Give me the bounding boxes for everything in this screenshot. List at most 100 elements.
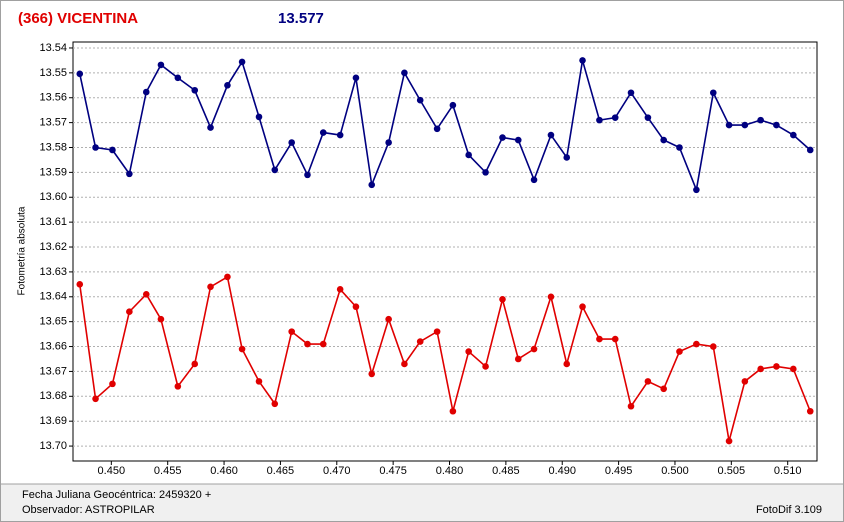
point bbox=[741, 378, 749, 385]
point bbox=[482, 363, 489, 370]
point bbox=[757, 365, 764, 373]
point bbox=[790, 365, 797, 373]
point bbox=[449, 101, 457, 109]
point bbox=[142, 290, 150, 298]
point bbox=[255, 113, 263, 121]
point bbox=[660, 136, 667, 144]
observer: Observador: ASTROPILAR bbox=[22, 504, 155, 516]
point bbox=[126, 308, 133, 316]
point bbox=[611, 114, 619, 121]
point bbox=[385, 315, 392, 323]
point bbox=[433, 125, 441, 133]
x-tick-label: 0.450 bbox=[98, 465, 126, 477]
y-tick-label: 13.66 bbox=[39, 340, 67, 352]
point bbox=[319, 340, 327, 348]
point bbox=[627, 89, 635, 97]
point bbox=[238, 58, 246, 66]
point bbox=[530, 345, 538, 353]
y-tick-label: 13.61 bbox=[39, 216, 67, 228]
point bbox=[579, 303, 586, 311]
point bbox=[304, 340, 311, 348]
point bbox=[627, 402, 635, 410]
point bbox=[693, 340, 700, 348]
point bbox=[676, 348, 683, 355]
point bbox=[596, 116, 603, 124]
y-tick-label: 13.62 bbox=[39, 241, 67, 253]
point bbox=[142, 88, 150, 96]
point bbox=[725, 121, 733, 129]
y-tick-label: 13.64 bbox=[39, 291, 67, 303]
y-tick-label: 13.56 bbox=[39, 92, 67, 104]
point bbox=[514, 136, 522, 144]
y-tick-label: 13.70 bbox=[39, 440, 67, 452]
point bbox=[191, 86, 199, 94]
point bbox=[304, 171, 311, 179]
point bbox=[563, 154, 571, 161]
point bbox=[352, 303, 360, 311]
point bbox=[288, 328, 295, 335]
y-tick-label: 13.63 bbox=[39, 266, 67, 278]
point bbox=[465, 151, 472, 159]
y-tick-label: 13.59 bbox=[39, 166, 67, 178]
point bbox=[174, 74, 182, 82]
point bbox=[174, 383, 182, 390]
y-tick-label: 13.55 bbox=[39, 67, 67, 79]
point bbox=[76, 70, 84, 78]
point bbox=[547, 293, 555, 301]
plot-area bbox=[72, 41, 818, 462]
point bbox=[76, 281, 84, 288]
point bbox=[416, 96, 424, 104]
point bbox=[530, 176, 538, 184]
point bbox=[709, 343, 717, 350]
point bbox=[255, 378, 263, 385]
x-tick-label: 0.500 bbox=[661, 465, 689, 477]
point bbox=[126, 170, 133, 178]
point bbox=[563, 360, 571, 368]
point bbox=[806, 407, 814, 415]
point bbox=[433, 328, 441, 335]
y-tick-label: 13.69 bbox=[39, 415, 67, 427]
y-tick-label: 13.65 bbox=[39, 316, 67, 328]
x-tick-label: 0.485 bbox=[492, 465, 520, 477]
point bbox=[224, 81, 231, 89]
y-tick-label: 13.57 bbox=[39, 117, 67, 129]
point bbox=[92, 395, 99, 403]
point bbox=[579, 57, 586, 64]
x-tick-label: 0.480 bbox=[436, 465, 464, 477]
x-tick-label: 0.465 bbox=[267, 465, 295, 477]
point bbox=[547, 131, 555, 139]
point bbox=[368, 181, 376, 189]
point bbox=[336, 286, 344, 293]
point bbox=[109, 146, 116, 154]
point bbox=[757, 116, 764, 124]
y-tick-label: 13.58 bbox=[39, 141, 67, 153]
series-line bbox=[78, 275, 811, 442]
x-tick-label: 0.475 bbox=[379, 465, 407, 477]
point bbox=[288, 139, 295, 146]
point bbox=[157, 315, 165, 323]
chart-title: (366) VICENTINA bbox=[18, 10, 138, 27]
point bbox=[416, 338, 424, 345]
point bbox=[207, 124, 214, 131]
point bbox=[644, 378, 652, 385]
software: FotoDif 3.109 bbox=[756, 504, 822, 516]
point bbox=[693, 186, 700, 194]
point bbox=[514, 355, 522, 363]
point bbox=[644, 114, 652, 121]
point bbox=[773, 363, 780, 370]
point bbox=[741, 121, 749, 129]
x-tick-label: 0.505 bbox=[718, 465, 746, 477]
point bbox=[499, 295, 506, 303]
point bbox=[790, 131, 797, 139]
point bbox=[499, 134, 506, 141]
point bbox=[773, 121, 780, 129]
point bbox=[207, 283, 214, 291]
point bbox=[676, 144, 683, 151]
point bbox=[336, 131, 344, 139]
x-axis-label: Fecha Juliana Geocéntrica: 2459320 + bbox=[22, 489, 211, 501]
point bbox=[611, 335, 619, 343]
point bbox=[465, 348, 472, 355]
point bbox=[401, 360, 408, 368]
point bbox=[92, 144, 99, 151]
status-bar bbox=[1, 484, 843, 521]
